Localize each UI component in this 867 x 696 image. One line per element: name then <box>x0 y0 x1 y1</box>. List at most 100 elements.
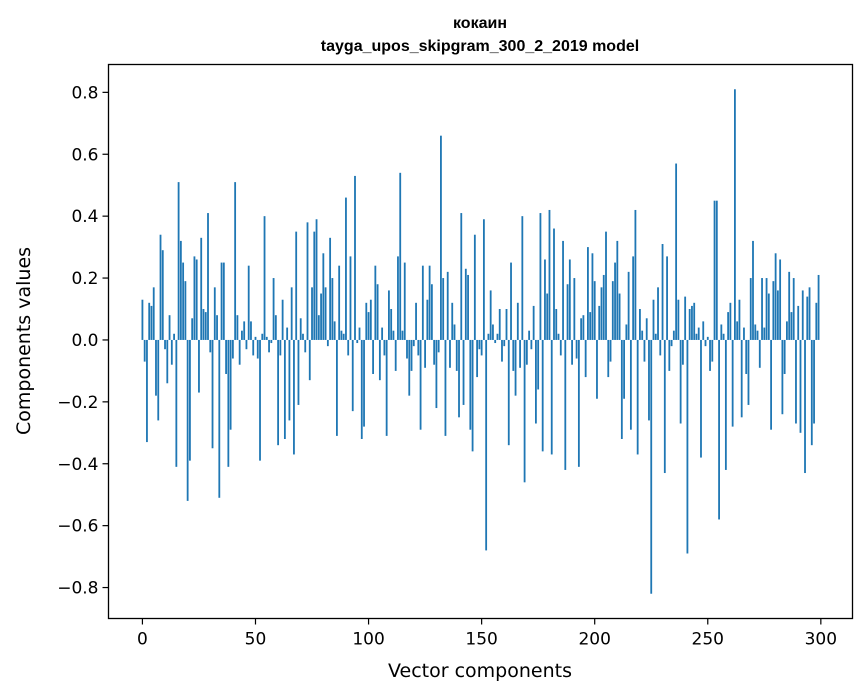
bar <box>245 339 248 350</box>
bar <box>512 339 515 371</box>
bar <box>263 216 266 340</box>
bar <box>541 339 544 452</box>
bar <box>283 339 286 439</box>
bar <box>808 287 811 340</box>
bar <box>797 305 800 340</box>
bar <box>159 234 162 340</box>
bar <box>161 250 164 340</box>
bar <box>806 296 809 340</box>
bar <box>663 339 666 474</box>
bar <box>702 321 705 340</box>
bar <box>471 339 474 452</box>
bar <box>652 299 655 340</box>
bar <box>722 333 725 340</box>
bar <box>401 330 404 340</box>
bar <box>302 333 304 340</box>
bar <box>369 299 372 340</box>
bar <box>372 339 374 374</box>
bar <box>358 327 361 340</box>
bar <box>709 339 711 371</box>
bar <box>360 339 363 439</box>
bar <box>415 302 417 340</box>
x-tick-label: 200 <box>578 630 610 650</box>
bar <box>686 339 689 554</box>
bar <box>602 274 605 340</box>
bar <box>557 333 560 340</box>
bar <box>605 231 607 340</box>
x-axis-ticks: 0 50 100 150 200 250 300 <box>137 618 837 650</box>
bar <box>155 339 157 396</box>
bar <box>150 305 153 340</box>
bar <box>311 287 313 340</box>
bar <box>525 339 528 365</box>
bar <box>487 333 490 340</box>
bar <box>421 265 424 340</box>
bar <box>168 315 171 340</box>
bar <box>550 339 553 455</box>
bar <box>677 299 680 340</box>
bar <box>519 339 521 368</box>
bar <box>218 339 221 498</box>
y-tick-label: 0.6 <box>71 145 98 165</box>
y-tick-label: −0.4 <box>57 455 98 475</box>
bar <box>207 213 209 340</box>
bar <box>385 339 388 436</box>
bar <box>670 339 673 347</box>
bar <box>774 253 777 340</box>
bar <box>691 305 693 340</box>
bar <box>435 339 438 409</box>
bars-group <box>141 89 820 594</box>
bar <box>367 312 370 340</box>
bar <box>587 247 589 340</box>
bar <box>754 324 757 340</box>
bar <box>157 339 160 421</box>
bar <box>204 312 207 340</box>
bar <box>304 339 307 353</box>
x-tick-label: 300 <box>805 630 837 650</box>
bar <box>383 339 386 356</box>
bar <box>553 228 555 340</box>
bar <box>489 290 492 340</box>
bar <box>317 315 320 340</box>
bar <box>152 287 155 340</box>
bar <box>453 324 456 340</box>
bar <box>645 318 648 340</box>
bar <box>331 278 334 340</box>
bar <box>720 324 723 340</box>
bar <box>643 339 646 362</box>
bar <box>507 339 510 446</box>
bar <box>213 287 216 340</box>
bar <box>783 339 786 374</box>
y-tick-label: 0.4 <box>71 207 98 227</box>
bar <box>281 299 284 340</box>
bar <box>555 309 558 340</box>
bar <box>713 200 716 340</box>
bar <box>286 327 289 340</box>
bar <box>580 318 583 340</box>
bar <box>428 265 431 340</box>
bar <box>295 231 298 340</box>
bar <box>767 293 770 340</box>
bar <box>333 321 336 340</box>
bar <box>417 339 420 356</box>
bar <box>462 339 465 405</box>
bar <box>817 274 820 340</box>
bar <box>272 278 275 340</box>
bar <box>747 339 750 405</box>
bar <box>765 278 768 340</box>
bar <box>600 287 603 340</box>
bar <box>173 333 175 340</box>
bar <box>340 330 343 340</box>
bar <box>146 339 148 443</box>
bar <box>460 213 463 340</box>
bar <box>209 339 212 353</box>
bar <box>231 339 234 359</box>
bar <box>528 330 531 340</box>
bar <box>620 339 623 439</box>
bar <box>234 182 237 340</box>
bar <box>639 309 641 340</box>
bar <box>229 339 232 430</box>
bar <box>227 339 230 467</box>
bar <box>629 339 632 430</box>
